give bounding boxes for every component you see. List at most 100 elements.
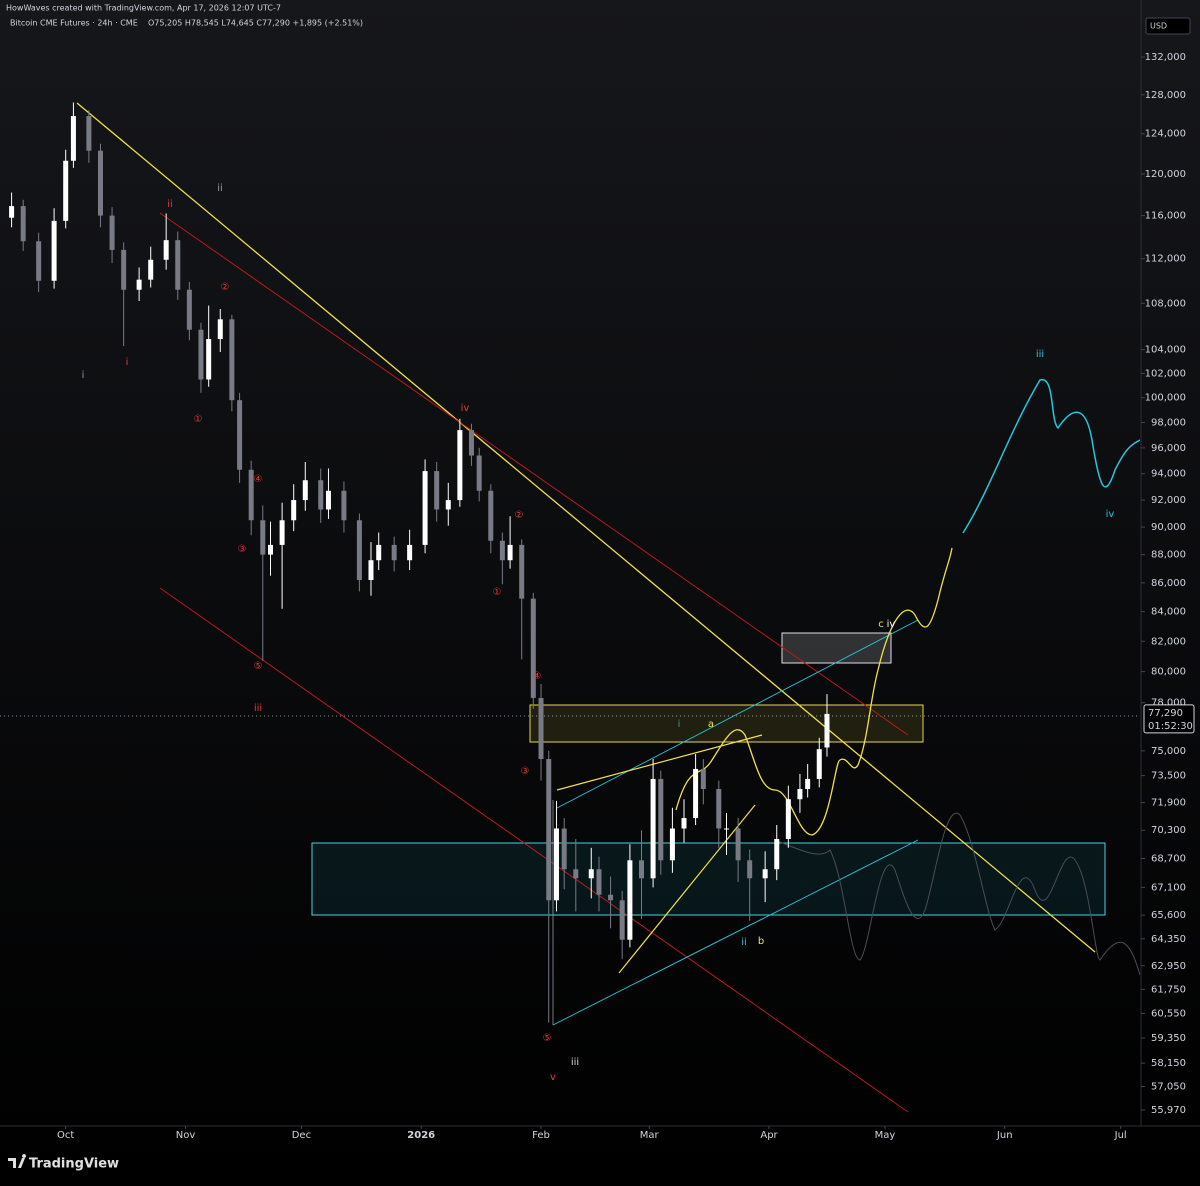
wave-label: ⑤ — [254, 661, 263, 672]
currency-box — [1145, 17, 1191, 35]
candle-body — [20, 206, 26, 242]
candle-body — [148, 259, 154, 280]
wave-label: ② — [515, 510, 524, 521]
wave-label: b — [758, 936, 764, 947]
candle-body — [457, 430, 463, 501]
y-tick-label: 61,750 — [1151, 984, 1186, 995]
wave-label: ① — [493, 587, 502, 598]
wave-label: ③ — [238, 544, 247, 555]
candle-body — [51, 220, 57, 281]
candle-body — [70, 116, 76, 161]
price-axis: 132,000 128,000 124,000 120,000 116,000 112,0… — [1141, 52, 1186, 1116]
wave-label: iii — [1036, 349, 1044, 360]
wave-label: ③ — [521, 766, 530, 777]
y-tick-label: 88,000 — [1151, 550, 1186, 561]
candle-body — [762, 869, 768, 879]
y-tick-label: 100,000 — [1145, 393, 1186, 404]
candle-body — [596, 869, 602, 895]
y-tick-label: 112,000 — [1145, 254, 1186, 265]
y-tick-label: 70,300 — [1151, 825, 1186, 836]
candle-body — [186, 289, 192, 330]
x-tick-label: Mar — [640, 1130, 660, 1141]
candle-body — [121, 249, 127, 290]
candle-body — [36, 241, 42, 281]
wave-label: iv — [1106, 509, 1115, 520]
last-price-box — [1143, 704, 1195, 734]
candle-body — [724, 828, 730, 830]
y-tick-label: 86,000 — [1151, 578, 1186, 589]
x-tick-label: Jul — [1114, 1130, 1127, 1141]
channel-line — [159, 587, 909, 1113]
candle-body — [638, 860, 644, 879]
wave-label: c — [878, 619, 884, 630]
candle-body — [279, 520, 285, 545]
candle-body — [573, 869, 579, 879]
candle-body — [109, 215, 115, 250]
candle-body — [206, 339, 212, 380]
channel-line — [556, 619, 919, 809]
candle-body — [476, 455, 482, 491]
candle-body — [747, 860, 753, 879]
candle-body — [716, 789, 722, 829]
brand: TradingView — [8, 1154, 119, 1172]
y-tick-label: 73,500 — [1151, 771, 1186, 782]
candle-body — [302, 480, 308, 501]
y-tick-label: 132,000 — [1145, 52, 1186, 63]
y-tick-label: 67,100 — [1151, 882, 1186, 893]
candle-body — [368, 560, 374, 580]
y-tick-label: 60,550 — [1151, 1008, 1186, 1019]
projection-path — [962, 379, 1140, 534]
candle-body — [588, 869, 594, 879]
wave-label: ii — [167, 199, 173, 210]
candle-body — [561, 828, 567, 870]
support-zone — [311, 842, 1106, 916]
wave-label: ④ — [533, 671, 542, 682]
wave-label: iii — [254, 703, 262, 714]
y-tick-label: 94,000 — [1151, 469, 1186, 480]
trendline — [76, 102, 1096, 953]
candle-body — [86, 116, 92, 151]
y-tick-label: 71,900 — [1151, 798, 1186, 809]
y-tick-label: 128,000 — [1145, 90, 1186, 101]
candle-body — [546, 759, 552, 901]
channel-line — [552, 839, 919, 1026]
y-tick-label: 58,150 — [1151, 1058, 1186, 1069]
credit: HowWaves created with TradingView.com, A… — [6, 4, 281, 13]
candle-body — [774, 838, 780, 870]
candle-body — [260, 520, 266, 555]
candle-body — [268, 544, 274, 555]
candle-body — [468, 430, 474, 456]
y-tick-label: 78,000 — [1151, 698, 1186, 709]
y-tick-label: 98,000 — [1151, 418, 1186, 429]
brand-logo — [8, 1154, 27, 1168]
last-price-tag: 77,290 01:52:30 — [1143, 704, 1195, 734]
candle-body — [376, 544, 382, 561]
candle-body — [198, 329, 204, 380]
candle-body — [700, 768, 706, 790]
wave-label: i — [126, 357, 129, 368]
x-tick-label: 2026 — [407, 1130, 435, 1141]
candle-body — [407, 544, 413, 561]
candle-body — [325, 490, 331, 510]
candle-body — [538, 697, 544, 760]
candle-body — [97, 150, 103, 216]
y-tick-label: 92,000 — [1151, 495, 1186, 506]
candle-body — [530, 598, 536, 698]
candle-body — [619, 900, 625, 940]
candle-body — [693, 768, 699, 819]
y-tick-label: 84,000 — [1151, 607, 1186, 618]
candle-body — [785, 799, 791, 839]
wave-label: iii — [571, 1057, 579, 1068]
y-tick-label: 80,000 — [1151, 667, 1186, 678]
x-tick-label: Oct — [57, 1130, 74, 1141]
x-tick-label: Nov — [176, 1130, 196, 1141]
candle-body — [797, 789, 803, 800]
candles — [9, 102, 830, 1023]
candle-body — [318, 480, 324, 510]
x-tick-label: Dec — [292, 1130, 311, 1141]
candle-body — [422, 471, 428, 545]
candle-body — [9, 206, 15, 218]
